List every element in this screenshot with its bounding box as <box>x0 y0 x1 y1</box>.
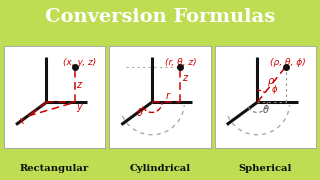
Text: r: r <box>166 91 170 101</box>
Text: (x, y, z): (x, y, z) <box>63 58 96 67</box>
Text: Cylindrical: Cylindrical <box>129 164 191 173</box>
Text: z: z <box>76 80 81 89</box>
Text: (ρ, θ, ϕ): (ρ, θ, ϕ) <box>270 58 306 67</box>
Text: z: z <box>182 73 187 84</box>
Text: Spherical: Spherical <box>239 164 292 173</box>
Text: (r, θ, z): (r, θ, z) <box>165 58 197 67</box>
Text: ρ: ρ <box>268 76 274 86</box>
Text: θ: θ <box>262 105 268 115</box>
Text: θ: θ <box>137 109 143 118</box>
Text: ϕ: ϕ <box>271 85 277 94</box>
Text: Rectangular: Rectangular <box>20 164 89 173</box>
Text: x: x <box>18 116 24 126</box>
Text: y: y <box>76 102 82 112</box>
Text: Conversion Formulas: Conversion Formulas <box>45 8 275 26</box>
